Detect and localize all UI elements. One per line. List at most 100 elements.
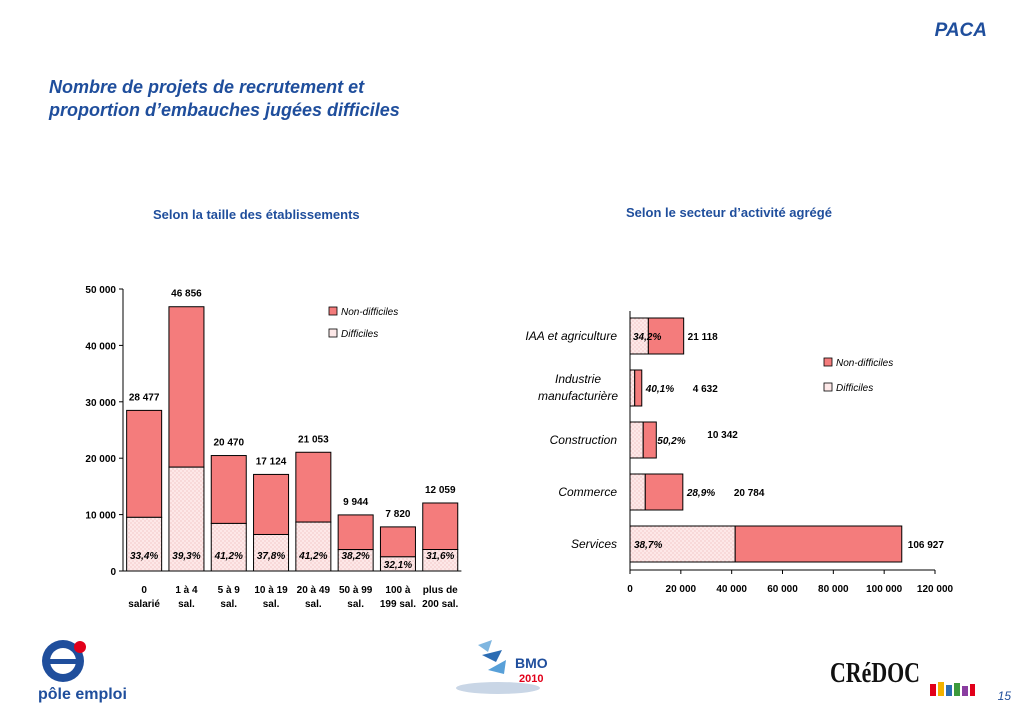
x-tick-label: sal. bbox=[178, 599, 195, 610]
y-tick-label: 50 000 bbox=[85, 285, 116, 296]
page-title-line-1: Nombre de projets de recrutement et bbox=[49, 77, 365, 97]
y-tick-label: Services bbox=[571, 537, 617, 551]
x-tick-label: 0 bbox=[141, 585, 147, 596]
bar-non-difficiles bbox=[647, 317, 685, 355]
bar-difficiles bbox=[629, 369, 636, 407]
bmo-year: 2010 bbox=[519, 673, 543, 685]
x-tick-label: 199 sal. bbox=[380, 599, 416, 610]
x-tick-label: 80 000 bbox=[818, 584, 849, 595]
x-tick-label: sal. bbox=[347, 599, 364, 610]
y-tick-label: manufacturière bbox=[538, 389, 618, 403]
difficult-share-label: 41,2% bbox=[214, 551, 243, 562]
page-number: 15 bbox=[997, 689, 1011, 703]
x-tick-label: 60 000 bbox=[767, 584, 798, 595]
legend-swatch-non-difficiles bbox=[328, 306, 338, 316]
y-tick-label: 0 bbox=[110, 567, 116, 578]
difficult-share-label: 32,1% bbox=[384, 560, 412, 571]
legend-swatch-non-difficiles bbox=[823, 357, 833, 367]
x-tick-label: 10 à 19 bbox=[254, 585, 288, 596]
total-label: 17 124 bbox=[256, 456, 287, 467]
pole-emploi-logo: pôle emploi bbox=[38, 640, 127, 703]
total-label: 9 944 bbox=[343, 497, 368, 508]
bar-difficiles bbox=[210, 522, 247, 572]
pole-emploi-dot-icon bbox=[74, 641, 86, 653]
y-tick-label: Industrie bbox=[555, 372, 601, 386]
x-tick-label: 100 à bbox=[385, 585, 410, 596]
x-tick-label: 100 000 bbox=[866, 584, 903, 595]
bar-non-difficiles bbox=[642, 421, 657, 459]
legend-label-non-difficiles: Non-difficiles bbox=[836, 358, 893, 369]
region-name: PACA bbox=[934, 20, 987, 41]
bar-difficiles bbox=[629, 473, 646, 511]
credoc-wordmark: CRéDOC bbox=[830, 658, 920, 689]
chart-size-establishments: 0 10 000 20 000 30 000 40 000 50 000 28 477 33,… bbox=[85, 285, 462, 610]
total-label: 20 784 bbox=[734, 488, 765, 499]
bar-difficiles bbox=[168, 466, 205, 572]
legend-label-difficiles: Difficiles bbox=[836, 383, 873, 394]
legend-label-non-difficiles: Non-difficiles bbox=[341, 307, 398, 318]
difficult-share-label: 38,2% bbox=[341, 551, 369, 562]
total-label: 10 342 bbox=[707, 430, 738, 441]
bar-difficiles bbox=[629, 421, 644, 459]
difficult-share-label: 37,8% bbox=[257, 551, 285, 562]
bar-non-difficiles bbox=[126, 409, 163, 518]
page-title: Nombre de projets de recrutement et prop… bbox=[49, 76, 549, 122]
x-tick-label: plus de bbox=[423, 585, 458, 596]
legend-label-difficiles: Difficiles bbox=[341, 329, 378, 340]
bar-non-difficiles bbox=[634, 369, 643, 407]
bmo-logo: BMO 2010 bbox=[456, 640, 548, 694]
bar-difficiles bbox=[253, 533, 290, 572]
difficult-share-label: 39,3% bbox=[172, 551, 200, 562]
bar-difficiles bbox=[295, 521, 332, 572]
bar-non-difficiles bbox=[422, 502, 459, 551]
difficult-share-label: 31,6% bbox=[426, 551, 454, 562]
bar-non-difficiles bbox=[644, 473, 684, 511]
legend-swatch-difficiles bbox=[328, 328, 338, 338]
bar-difficiles bbox=[337, 549, 374, 572]
bar-difficiles bbox=[629, 525, 736, 563]
bar-non-difficiles bbox=[734, 525, 903, 563]
x-tick-label: 40 000 bbox=[716, 584, 747, 595]
bar-non-difficiles bbox=[168, 306, 205, 468]
total-label: 106 927 bbox=[908, 540, 945, 551]
x-tick-label: 20 à 49 bbox=[297, 585, 331, 596]
y-tick-label: 30 000 bbox=[85, 398, 116, 409]
bar-difficiles bbox=[422, 549, 459, 572]
chart-title-sector: Selon le secteur d’activité agrégé bbox=[626, 205, 832, 220]
difficult-share-label: 50,2% bbox=[657, 436, 685, 447]
total-label: 21 118 bbox=[688, 332, 718, 343]
y-tick-label: IAA et agriculture bbox=[525, 329, 617, 343]
difficult-share-label: 38,7% bbox=[634, 540, 662, 551]
pole-emploi-wordmark: pôle emploi bbox=[38, 686, 127, 703]
legend-swatch-difficiles bbox=[823, 382, 833, 392]
total-label: 21 053 bbox=[298, 434, 329, 445]
x-tick-label: 0 bbox=[627, 584, 633, 595]
bar-difficiles bbox=[126, 516, 163, 572]
x-tick-label: 20 000 bbox=[666, 584, 697, 595]
total-label: 20 470 bbox=[213, 438, 244, 449]
total-label: 7 820 bbox=[385, 509, 410, 520]
x-tick-label: sal. bbox=[220, 599, 237, 610]
x-tick-label: 200 sal. bbox=[422, 599, 458, 610]
bmo-wordmark: BMO bbox=[515, 655, 548, 671]
difficult-share-label: 41,2% bbox=[298, 551, 327, 562]
x-tick-label: salarié bbox=[128, 599, 160, 610]
x-tick-label: 5 à 9 bbox=[218, 585, 241, 596]
difficult-share-label: 28,9% bbox=[686, 488, 715, 499]
bar-non-difficiles bbox=[253, 473, 290, 535]
difficult-share-label: 33,4% bbox=[130, 551, 158, 562]
y-tick-label: Commerce bbox=[558, 485, 617, 499]
difficult-share-label: 34,2% bbox=[633, 332, 661, 343]
bmo-swirl-icon bbox=[482, 650, 502, 662]
credoc-logo: CRéDOC bbox=[830, 658, 975, 696]
bar-non-difficiles bbox=[379, 526, 416, 558]
y-tick-label: 20 000 bbox=[85, 454, 116, 465]
bar-difficiles bbox=[379, 556, 416, 572]
x-tick-label: sal. bbox=[305, 599, 322, 610]
chart-activity-sector: 0 20 000 40 000 60 000 80 000 100 000 120 000 I… bbox=[525, 311, 954, 595]
bar-non-difficiles bbox=[210, 455, 247, 524]
total-label: 28 477 bbox=[129, 392, 160, 403]
difficult-share-label: 40,1% bbox=[645, 384, 674, 395]
y-tick-label: 10 000 bbox=[85, 511, 116, 522]
x-tick-label: 50 à 99 bbox=[339, 585, 373, 596]
